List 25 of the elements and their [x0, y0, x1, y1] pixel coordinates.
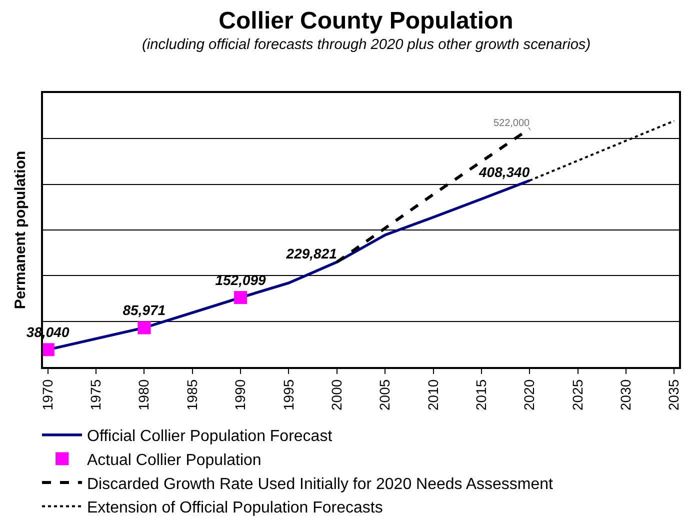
data-label: 229,821 [285, 246, 338, 262]
x-tick-label: 2025 [569, 379, 586, 411]
x-tick-label: 1980 [136, 379, 152, 411]
x-tick-label: 1970 [39, 379, 56, 411]
x-tick-label: 1990 [232, 379, 248, 411]
data-label: 522,000 [493, 118, 530, 130]
x-tick-label: 2020 [521, 379, 538, 411]
chart-subtitle: (including official forecasts through 2020 plus other growth scenarios) [142, 37, 591, 53]
x-tick-label: 2005 [376, 379, 393, 411]
x-tick-label: 1975 [88, 379, 104, 411]
legend-label: Extension of Official Population Forecasts [87, 500, 383, 517]
x-tick-label: 1995 [280, 379, 296, 411]
x-tick-label: 1985 [184, 379, 200, 411]
legend-label: Official Collier Population Forecast [87, 428, 333, 446]
x-tick-label: 2015 [473, 379, 489, 411]
chart-title: Collier County Population [218, 7, 514, 34]
x-tick-label: 2000 [328, 379, 344, 411]
y-axis-title: Permanent population [12, 150, 29, 310]
x-tick-label: 2030 [618, 379, 634, 411]
data-label: 408,340 [478, 164, 530, 180]
legend-label: Discarded Growth Rate Used Initially for 2020 Needs Assessment [87, 476, 554, 493]
x-tick-label: 2010 [424, 379, 441, 411]
legend-label: Actual Collier Population [87, 452, 262, 469]
x-tick-label: 2035 [666, 379, 682, 411]
data-label: 85,971 [122, 302, 166, 318]
